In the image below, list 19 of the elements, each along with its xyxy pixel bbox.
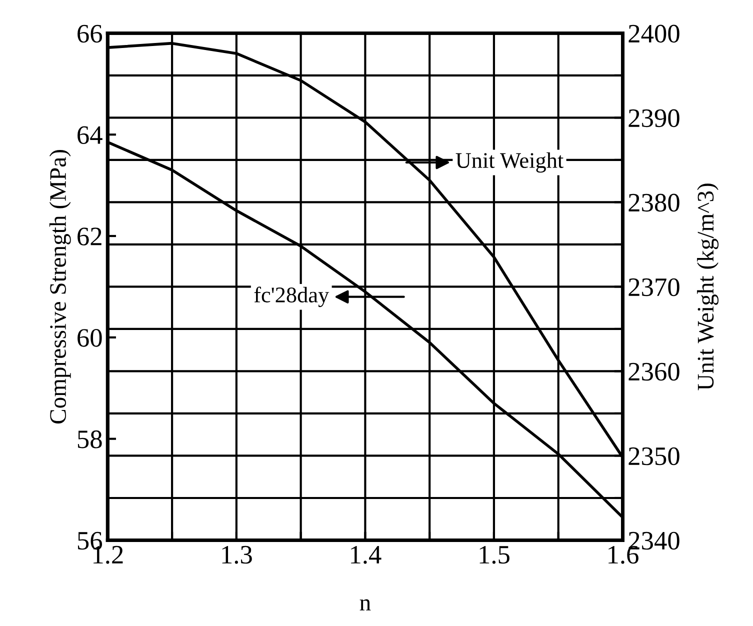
annotation: Unit Weight — [456, 152, 564, 173]
y-tick-label: 66 — [78, 24, 102, 43]
y2-tick-label: 2360 — [628, 362, 680, 381]
x-axis-title: n — [360, 599, 371, 610]
x-tick-label: 1.4 — [351, 546, 382, 564]
y2-tick-label: 2390 — [628, 109, 680, 128]
x-tick-label: 1.5 — [480, 546, 510, 564]
y2-tick-label: 2400 — [628, 24, 680, 43]
y2-tick-label: 2370 — [628, 278, 680, 296]
y-tick-label: 58 — [78, 430, 102, 448]
y-tick-label: 60 — [78, 329, 102, 347]
annotation: fc'28day — [254, 286, 330, 308]
x-tick-label: 1.3 — [222, 546, 252, 564]
y-axis-title: Compressive Strength (MPa) — [49, 150, 71, 424]
y2-axis-title: Unit Weight (kg/m^3) — [697, 184, 719, 390]
y-tick-label: 62 — [78, 228, 102, 246]
y2-tick-label: 2380 — [628, 194, 680, 212]
y-tick-label: 64 — [78, 126, 102, 144]
y2-tick-label: 2350 — [628, 447, 680, 466]
